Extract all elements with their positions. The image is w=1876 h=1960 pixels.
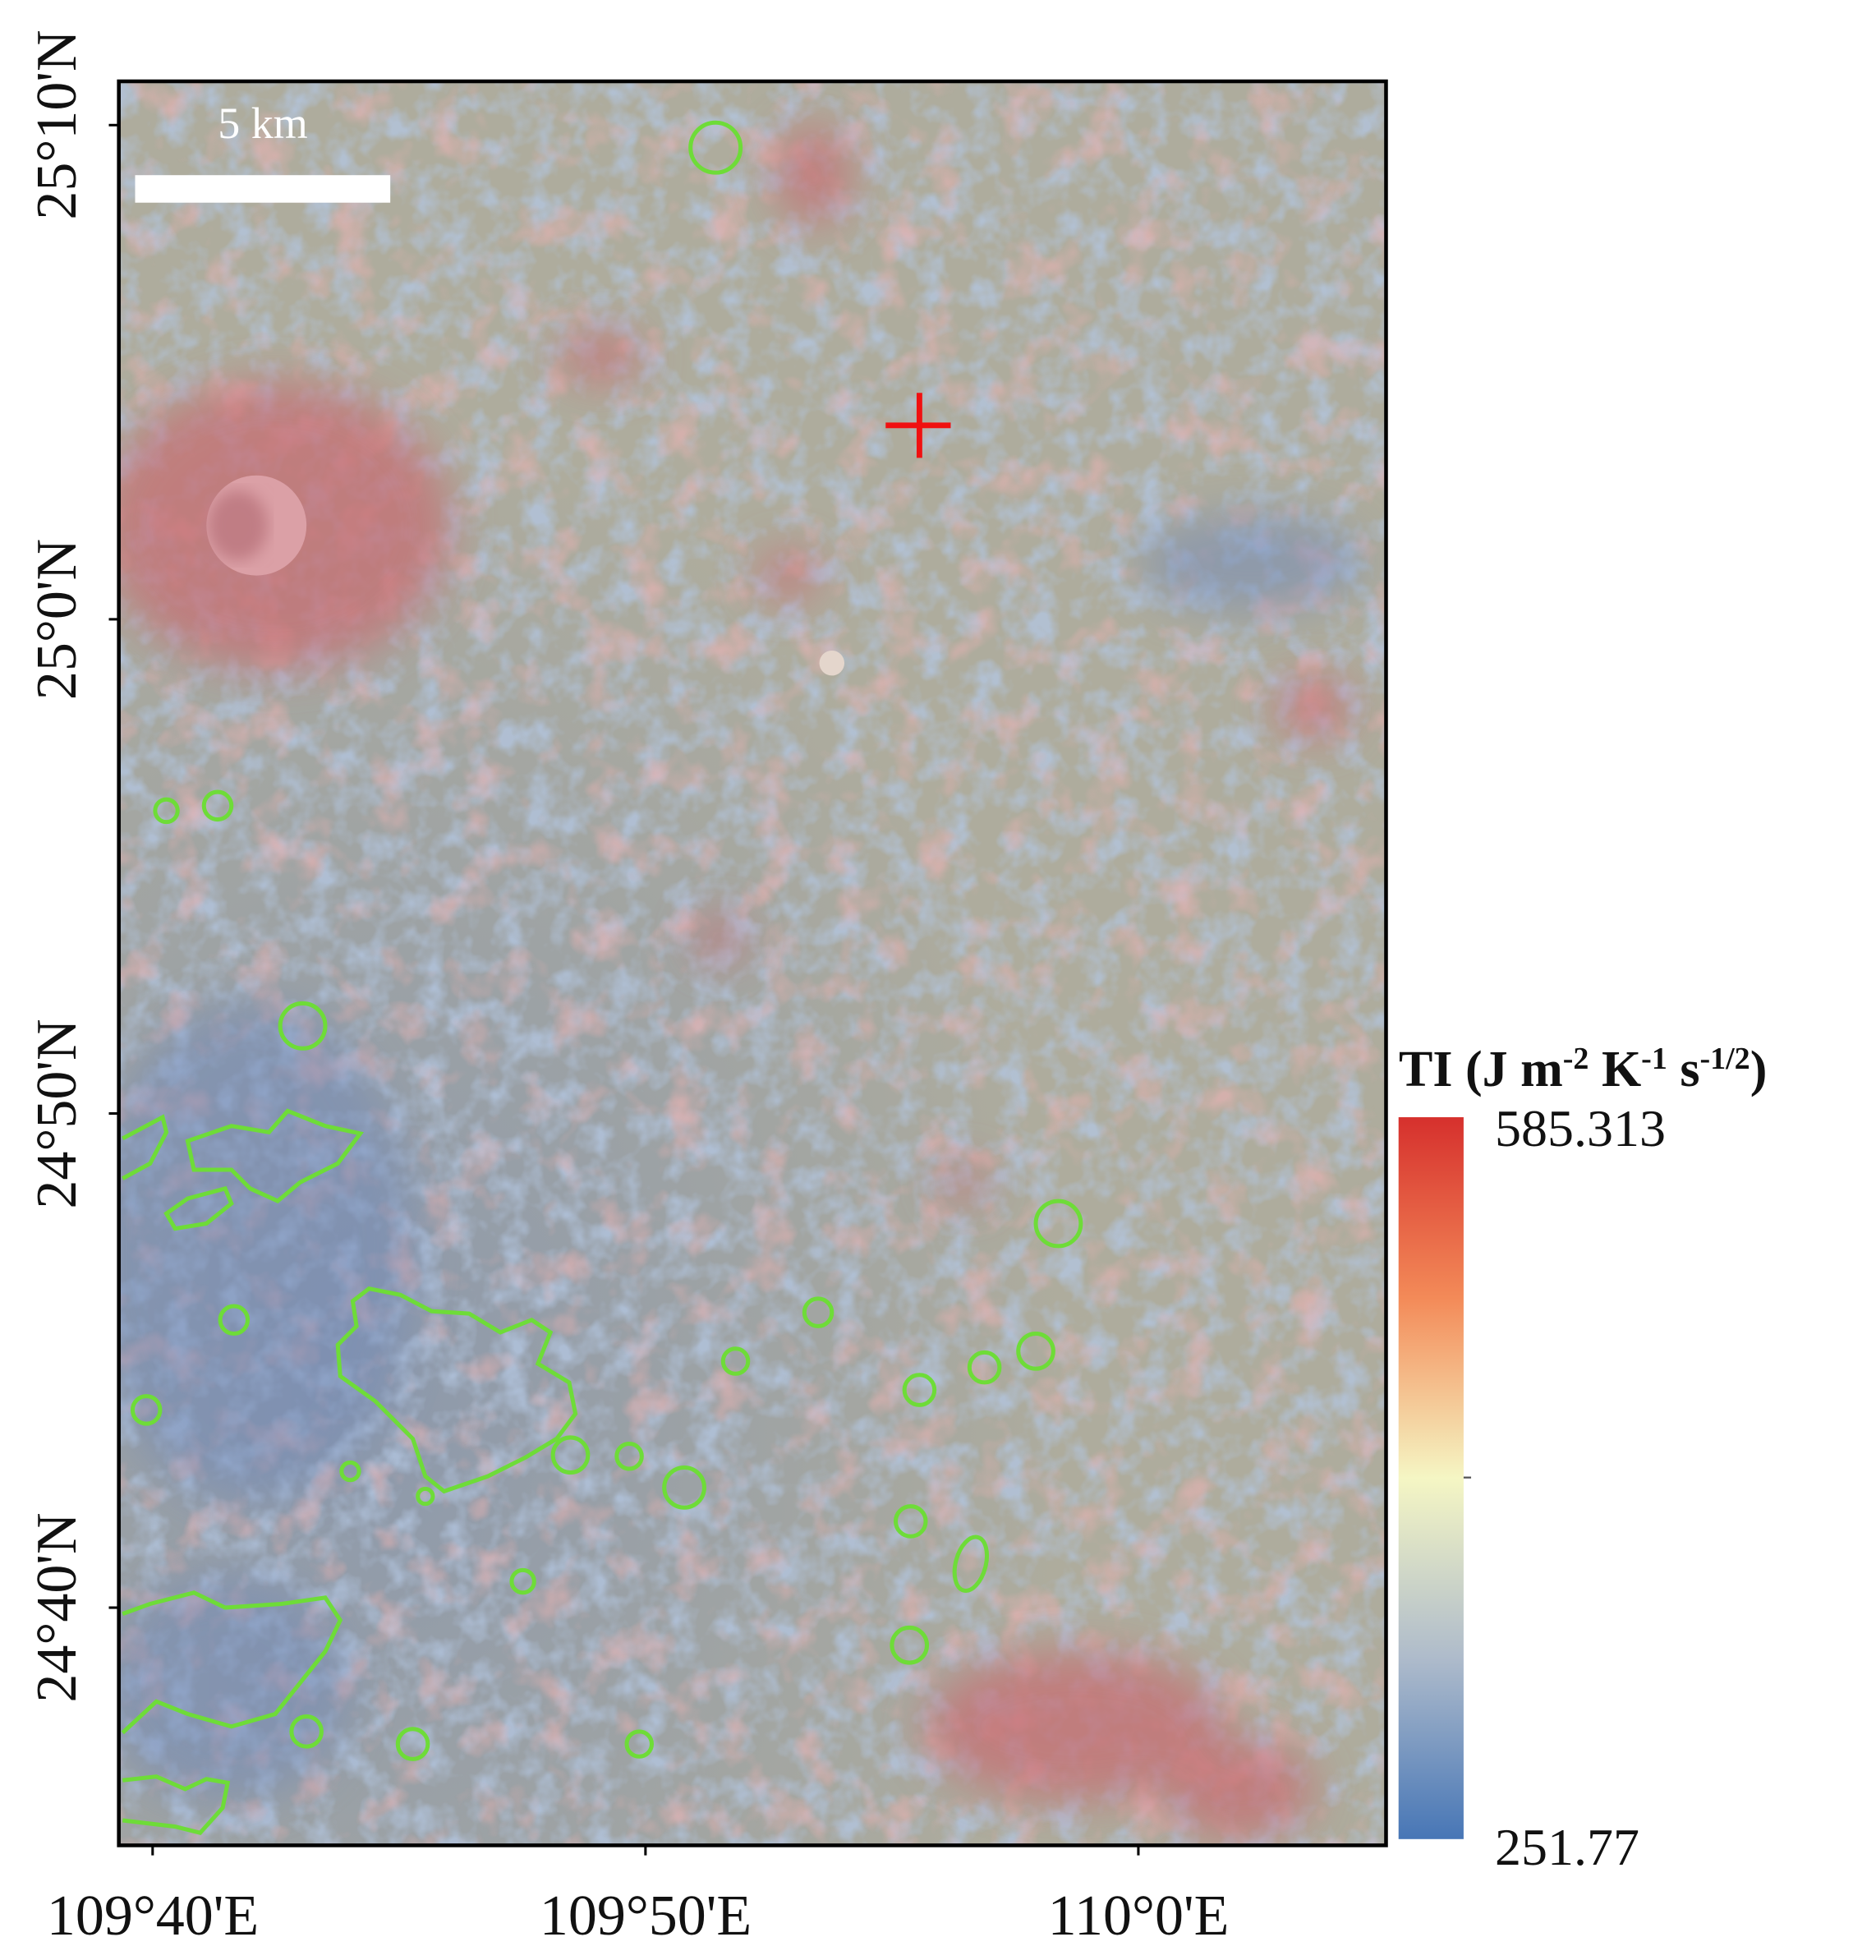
scale-bar-label: 5 km [218,99,308,148]
legend-min: 251.77 [1495,1818,1639,1876]
outlines [121,120,1083,1835]
lon-label: 110°0'E [1048,1884,1230,1948]
lat-label: 25°10'N [25,30,89,219]
map-frame [117,79,1388,1847]
lat-label: 24°40'N [25,1512,89,1702]
legend-title-sup: -2 [1563,1042,1589,1076]
legend-title-sup: -1 [1641,1042,1667,1076]
lon-label: 109°40'E [47,1884,259,1948]
lat-label: 25°0'N [25,539,89,700]
lat-label: 24°50'N [25,1019,89,1208]
legend-title-part: K [1589,1042,1641,1097]
legend-title-sup: -1/2 [1699,1042,1750,1076]
legend-title-part: TI (J m [1399,1042,1563,1097]
legend-title-part: ) [1750,1042,1768,1097]
map-panel [108,79,1472,1856]
colorbar [1398,1117,1464,1839]
scale-bar [135,175,391,203]
landing-site-marker [885,393,951,458]
lon-label: 109°50'E [540,1884,752,1948]
tick-marks [108,123,1140,1856]
thermal-inertia-map [118,81,1386,1846]
legend-title: TI (J m-2 K-1 s-1/2) [1399,1042,1767,1097]
legend-title-part: s [1667,1042,1700,1097]
legend-max: 585.313 [1495,1099,1666,1157]
